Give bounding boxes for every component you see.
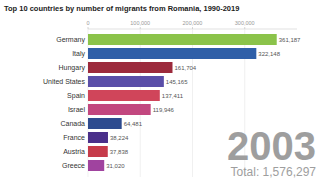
tick bbox=[192, 27, 193, 29]
data-label: 322,148 bbox=[258, 51, 280, 57]
data-label: 137,411 bbox=[162, 93, 184, 99]
data-label: 119,946 bbox=[153, 107, 175, 113]
data-label: 31,020 bbox=[106, 163, 125, 169]
data-label: 64,481 bbox=[124, 121, 143, 127]
tick-label: 100,000 bbox=[130, 20, 150, 26]
total-label: Total: 1,576,297 bbox=[231, 165, 317, 179]
tick-label: 0 bbox=[86, 20, 89, 26]
data-label: 37,838 bbox=[110, 149, 129, 155]
tick bbox=[88, 27, 89, 29]
category-label: Spain bbox=[67, 92, 85, 100]
data-label: 145,165 bbox=[166, 79, 188, 85]
category-label: Hungary bbox=[59, 64, 86, 72]
category-label: Israel bbox=[68, 106, 86, 113]
data-label: 161,704 bbox=[174, 65, 196, 71]
chart: Top 10 countries by number of migrants f… bbox=[0, 0, 320, 180]
category-label: France bbox=[63, 134, 85, 141]
data-label: 38,224 bbox=[110, 135, 129, 141]
bar bbox=[88, 76, 164, 87]
category-label: Greece bbox=[62, 162, 85, 169]
data-label: 361,187 bbox=[279, 37, 301, 43]
category-label: Canada bbox=[60, 120, 85, 127]
category-label: Germany bbox=[56, 36, 85, 44]
tick-label: 200,000 bbox=[183, 20, 203, 26]
bar bbox=[88, 146, 108, 157]
bar bbox=[88, 160, 104, 171]
bar bbox=[88, 118, 122, 129]
bar bbox=[88, 62, 172, 73]
tick-label: 300,000 bbox=[235, 20, 255, 26]
category-label: Italy bbox=[72, 50, 85, 58]
year-label: 2003 bbox=[227, 124, 316, 168]
bar bbox=[88, 132, 108, 143]
tick bbox=[140, 27, 141, 29]
tick bbox=[244, 27, 245, 29]
category-label: United States bbox=[43, 78, 86, 85]
bar bbox=[88, 34, 277, 45]
category-label: Austria bbox=[63, 148, 85, 155]
bar bbox=[88, 48, 256, 59]
bar bbox=[88, 104, 151, 115]
bar bbox=[88, 90, 160, 101]
title: Top 10 countries by number of migrants f… bbox=[4, 4, 239, 13]
